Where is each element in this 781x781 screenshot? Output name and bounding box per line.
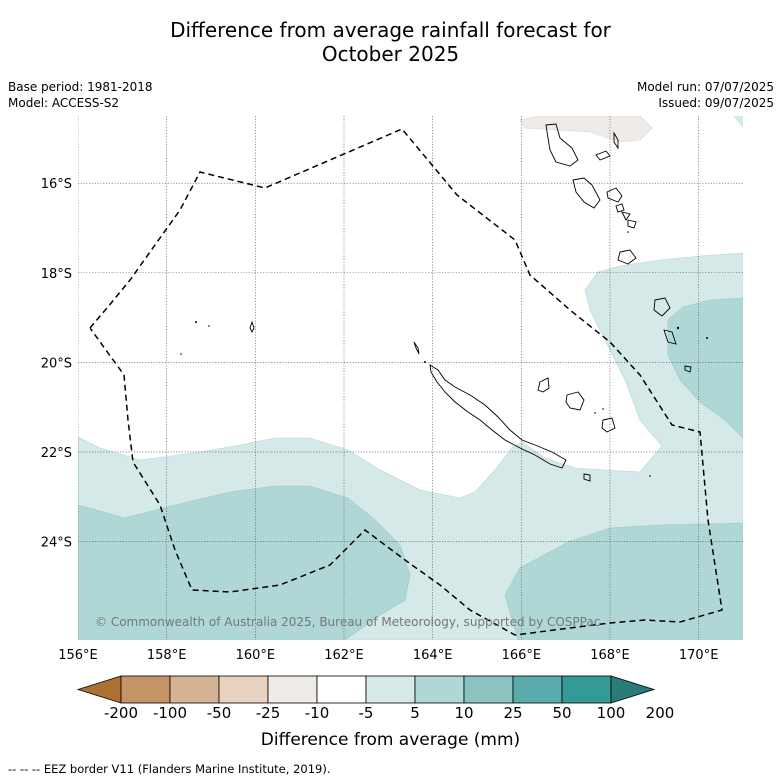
mare-coast [601,417,616,433]
map-title: Difference from average rainfall forecas… [0,18,781,66]
colorbar-tick-label: 25 [503,704,523,722]
chesterfield-reef-coast [249,320,255,334]
malakula-coast [572,177,601,209]
colorbar-tick-label: 100 [596,704,626,722]
colorbar-tick-label: -25 [255,704,281,722]
colorbar-tick-label: -200 [103,704,139,722]
colorbar-swatch [414,675,465,704]
longitude-tick-label: 162°E [324,648,364,663]
meta-left: Base period: 1981-2018 Model: ACCESS-S2 [8,79,153,111]
anomaly-band-grey-north [519,116,653,143]
issued-date: Issued: 09/07/2025 [658,96,774,110]
longitude-tick-label: 160°E [236,648,276,663]
anomaly-band-teal-east [667,297,743,439]
erromango-coast [627,219,637,229]
meta-right: Model run: 07/07/2025 Issued: 09/07/2025 [637,79,774,111]
longitude-tick-label: 156°E [58,648,98,663]
colorbar-tick-label: -100 [152,704,188,722]
latitude-tick-label: 18°S [41,267,72,282]
efate-coast [621,211,631,221]
model-name: Model: ACCESS-S2 [8,96,120,110]
maewo-coast [613,131,619,150]
hunter-island-coast [684,365,692,373]
model-run: Model run: 07/07/2025 [636,80,774,94]
espiritu-santo-coast [545,123,579,167]
eez-border [89,128,723,636]
colorbar-swatch [218,675,269,704]
latitude-tick-label: 22°S [41,446,72,461]
shepherd-islands-coast [615,203,625,213]
colorbar-swatch [316,675,367,704]
colorbar-swatch [512,675,563,704]
colorbar-tick-label: 5 [410,704,420,722]
colorbar-extend-high [610,675,656,704]
longitude-tick-label: 166°E [502,648,542,663]
latitude-tick-label: 20°S [41,356,72,371]
colorbar-title: Difference from average (mm) [260,730,521,750]
colorbar-tick-label: -5 [358,704,374,722]
title-line-1: Difference from average rainfall forecas… [170,18,611,42]
colorbar-tick-label: -50 [206,704,232,722]
longitude-tick-labels: 156°E 158°E 160°E 162°E 164°E 166°E 168°E 170°E [58,648,718,663]
colorbar-swatch [169,675,220,704]
anomaly-band-teal-southwest [78,485,411,640]
colorbar-swatch [561,675,612,704]
colorbar-extend-low [76,675,122,704]
eez-footnote: -- -- -- EEZ border V11 (Flanders Marine… [8,762,331,776]
belep-island-coast [413,341,420,355]
colorbar-tick-label: 200 [645,704,675,722]
longitude-tick-label: 170°E [679,648,719,663]
walpole-coast [663,329,677,345]
longitude-tick-label: 158°E [147,648,187,663]
colorbar-swatch [267,675,318,704]
longitude-tick-label: 168°E [590,648,630,663]
ambae-coast [595,150,611,161]
latitude-tick-labels: 16°S 18°S 20°S 22°S 24°S [41,177,72,550]
longitude-tick-label: 164°E [413,648,453,663]
coastlines [249,123,692,482]
tanna-coast [617,249,637,265]
small-islets [180,231,708,477]
lifou-coast [565,391,585,411]
anomaly-band-teal-southeast [504,522,743,640]
base-period: Base period: 1981-2018 [8,80,153,94]
isle-of-pines-coast [583,473,591,482]
loyalty-east-coast [653,297,671,317]
colorbar-swatch [365,675,416,704]
colorbar-tick-label: 50 [552,704,572,722]
colorbar-tick-label: 10 [454,704,474,722]
latitude-tick-label: 24°S [41,535,72,550]
colorbar-swatch [463,675,514,704]
latitude-tick-label: 16°S [41,177,72,192]
epi-coast [606,187,623,203]
gridlines [78,116,743,640]
copyright-notice: © Commonwealth of Australia 2025, Bureau… [95,615,600,629]
title-line-2: October 2025 [321,42,460,66]
new-caledonia-coast [429,364,567,469]
map-area: © Commonwealth of Australia 2025, Bureau… [78,116,743,640]
colorbar-tick-label: -10 [304,704,330,722]
ouvea-coast [537,377,550,393]
colorbar [76,675,656,704]
colorbar-swatch [120,675,171,704]
anomaly-band-teal-corner [733,116,743,128]
